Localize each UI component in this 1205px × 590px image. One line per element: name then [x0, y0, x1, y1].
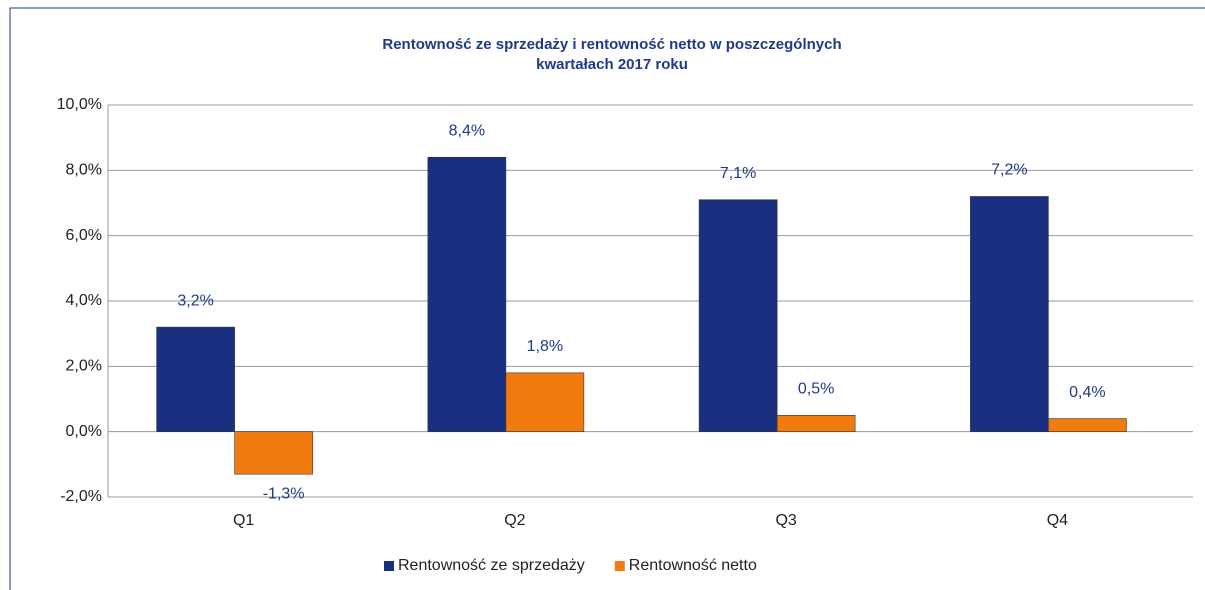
y-tick-label: 8,0%: [66, 162, 102, 179]
legend-label: Rentowność netto: [629, 557, 757, 574]
bar: [156, 326, 235, 432]
y-tick-label: 6,0%: [66, 227, 102, 244]
bar: [505, 372, 585, 432]
chart-title: kwartałach 2017 roku: [536, 56, 688, 73]
x-tick-label: Q3: [775, 512, 796, 529]
value-label: 3,2%: [177, 292, 213, 309]
x-tick-label: Q4: [1047, 512, 1068, 529]
y-tick-label: 10,0%: [57, 96, 102, 113]
bar: [970, 196, 1049, 432]
value-label: -1,3%: [263, 485, 305, 502]
value-label: 0,4%: [1069, 384, 1105, 401]
y-tick-label: 2,0%: [66, 358, 102, 375]
bar: [776, 415, 856, 432]
x-tick-label: Q2: [504, 512, 525, 529]
y-tick-label: 0,0%: [66, 423, 102, 440]
bar: [698, 199, 778, 432]
bar: [1048, 418, 1127, 432]
value-label: 7,2%: [991, 162, 1027, 179]
legend-swatch: [384, 561, 394, 571]
legend-swatch: [614, 561, 625, 571]
chart-title: Rentowność ze sprzedaży i rentowność net…: [382, 36, 841, 53]
value-label: 7,1%: [720, 165, 756, 182]
chart-frame: [9, 7, 1205, 590]
bar: [234, 431, 313, 475]
bar: [427, 156, 507, 432]
y-tick-label: 4,0%: [66, 292, 102, 309]
y-tick-label: -2,0%: [60, 488, 102, 505]
value-label: 1,8%: [527, 338, 563, 355]
value-label: 0,5%: [798, 381, 834, 398]
legend-label: Rentowność ze sprzedaży: [398, 557, 585, 574]
value-label: 8,4%: [449, 122, 485, 139]
x-tick-label: Q1: [233, 512, 254, 529]
